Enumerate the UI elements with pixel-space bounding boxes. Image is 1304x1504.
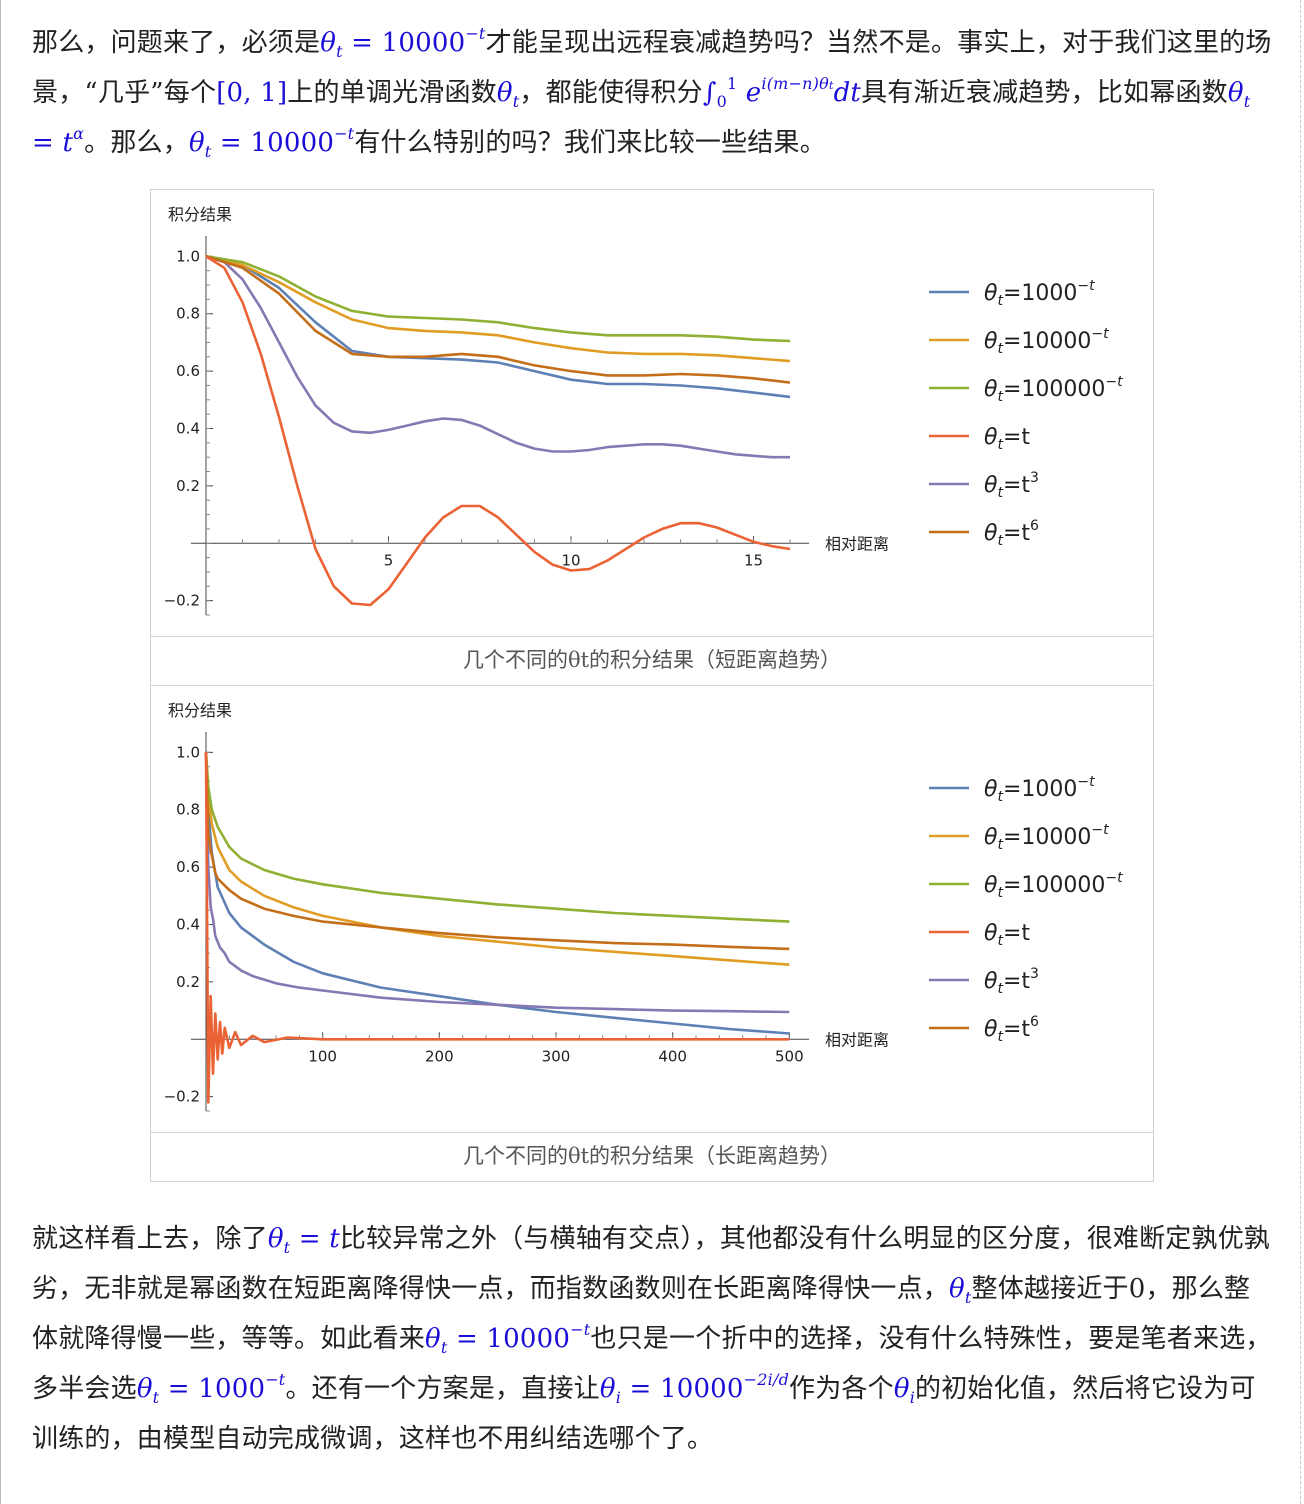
math-inline: θt = 10000−t: [188, 124, 355, 161]
legend-label: θt=t3: [984, 966, 1039, 997]
chart-long-range: 积分结果 1.0 0.8 0.6 0.4 0.2 −0.2 100 200 300 400 500 相对…: [164, 701, 1123, 1112]
text-run: 那么，问题来了，必须是: [32, 28, 321, 58]
math-inline: θt = t: [267, 1224, 340, 1257]
math-inline: θt = 10000−t: [320, 24, 486, 61]
page-left-border: [0, 0, 1, 1504]
series-line: [205, 255, 791, 343]
x-tick-label: 200: [425, 1047, 454, 1065]
y-tick-label: −0.2: [164, 1088, 200, 1106]
x-tick-label: 5: [384, 551, 394, 569]
series-line: [205, 255, 790, 459]
y-tick-label: 0.2: [176, 477, 200, 495]
series-line: [204, 752, 790, 1104]
chart-short-range: 积分结果 1.0 0.8 0.6 0.4 0.2 −0.2 5 10 15 相对距离 θt=1000−…: [164, 205, 1123, 616]
math-inline: [0, 1]: [216, 78, 288, 108]
series-line: [204, 752, 790, 1035]
text-run: 的初始化值，然后将它设为可训练的，由模型自动完成微调，这样也不用纠结选哪个了。: [32, 1374, 1256, 1454]
legend-label: θt=t: [984, 425, 1030, 453]
text-run: ，都能使得积分: [519, 78, 703, 108]
legend-label: θt=1000−t: [984, 774, 1095, 805]
y-tick-label: 1.0: [176, 743, 200, 761]
figure-long-range: 积分结果 1.0 0.8 0.6 0.4 0.2 −0.2 100 200 300 400 500 相对…: [150, 685, 1154, 1133]
text-run: 比较异常之外（与横轴有交点），其他都没有什么明显的区分度，很难断定孰优孰劣，无非…: [32, 1224, 1271, 1304]
y-tick-label: 0.6: [176, 362, 200, 380]
math-inline: θt = 1000−t: [136, 1370, 286, 1407]
paragraph-discussion: 就这样看上去，除了θt = t比较异常之外（与横轴有交点），其他都没有什么明显的…: [32, 1214, 1272, 1464]
y-tick-label: 0.8: [176, 305, 200, 323]
text-run: 。那么，: [84, 128, 189, 158]
text-run: 才能呈现出远程衰减趋势吗？当然不是。事实上，对于我们这里的场景，“几乎”每个: [32, 28, 1272, 108]
x-tick-label: 300: [542, 1047, 571, 1065]
y-tick-label: 0.8: [176, 801, 200, 819]
x-axis-label: 相对距离: [825, 534, 889, 553]
math-inline: θt = 10000−t: [425, 1320, 591, 1357]
legend-label: θt=100000−t: [984, 870, 1123, 901]
text-run: 。还有一个方案是，直接让: [285, 1374, 600, 1404]
figure-caption-long-range: 几个不同的θt的积分结果（长距离趋势）: [150, 1131, 1154, 1182]
text-run: 也只是一个折中的选择，没有什么特殊性，要是笔者来选，多半会选: [32, 1324, 1272, 1404]
series-line: [204, 752, 790, 923]
y-axis-label: 积分结果: [168, 701, 232, 720]
x-tick-label: 10: [561, 551, 580, 569]
text-run: 上的单调光滑函数: [287, 78, 497, 108]
x-tick-label: 400: [658, 1047, 687, 1065]
y-tick-label: 0.6: [176, 858, 200, 876]
text-run: 有什么特别的吗？我们来比较一些结果。: [354, 128, 826, 158]
series-line: [204, 752, 790, 966]
y-tick-label: 0.4: [176, 916, 200, 934]
x-axis-label: 相对距离: [825, 1030, 889, 1049]
figure-caption-short-range: 几个不同的θt的积分结果（短距离趋势）: [150, 635, 1154, 686]
y-tick-label: 1.0: [176, 247, 200, 265]
text-run: 就这样看上去，除了: [32, 1224, 268, 1254]
math-integral: ∫01 ei(m−n)θtdt: [702, 74, 862, 111]
math-inline: θt: [496, 78, 520, 111]
series-line: [204, 752, 790, 1014]
series-line: [205, 255, 791, 607]
page-right-border: [1300, 0, 1301, 1504]
legend-label: θt=t6: [984, 1014, 1039, 1045]
legend-label: θt=10000−t: [984, 822, 1109, 853]
paragraph-intro: 那么，问题来了，必须是θt = 10000−t才能呈现出远程衰减趋势吗？当然不是…: [32, 18, 1272, 168]
figure-short-range: 积分结果 1.0 0.8 0.6 0.4 0.2 −0.2 5 10 15 相对距离 θt=1000−…: [150, 189, 1154, 637]
math-inline: θi: [893, 1374, 916, 1407]
math-inline: θt = tα: [32, 78, 1251, 158]
legend-label: θt=10000−t: [984, 326, 1109, 357]
x-tick-label: 100: [308, 1047, 337, 1065]
legend-label: θt=1000−t: [984, 278, 1095, 309]
x-tick-label: 15: [744, 551, 763, 569]
legend-label: θt=t6: [984, 518, 1039, 549]
legend-label: θt=100000−t: [984, 374, 1123, 405]
y-tick-label: 0.2: [176, 973, 200, 991]
y-axis-label: 积分结果: [168, 205, 232, 224]
legend-label: θt=t: [984, 921, 1030, 949]
text-run: 具有渐近衰减趋势，比如幂函数: [861, 78, 1228, 108]
series-line: [204, 752, 790, 951]
text-run: 作为各个: [789, 1374, 894, 1404]
series-line: [205, 255, 791, 363]
x-tick-label: 500: [775, 1047, 804, 1065]
legend-label: θt=t3: [984, 470, 1039, 501]
y-tick-label: 0.4: [176, 420, 200, 438]
math-inline: θt: [949, 1274, 972, 1307]
series-line: [205, 255, 791, 399]
y-tick-label: −0.2: [164, 592, 200, 610]
series-line: [205, 255, 791, 384]
math-inline: θi = 10000−2i/d: [599, 1370, 790, 1407]
text-run: 整体越接近于0，那么整体就降得慢一些，等等。如此看来: [32, 1274, 1251, 1354]
